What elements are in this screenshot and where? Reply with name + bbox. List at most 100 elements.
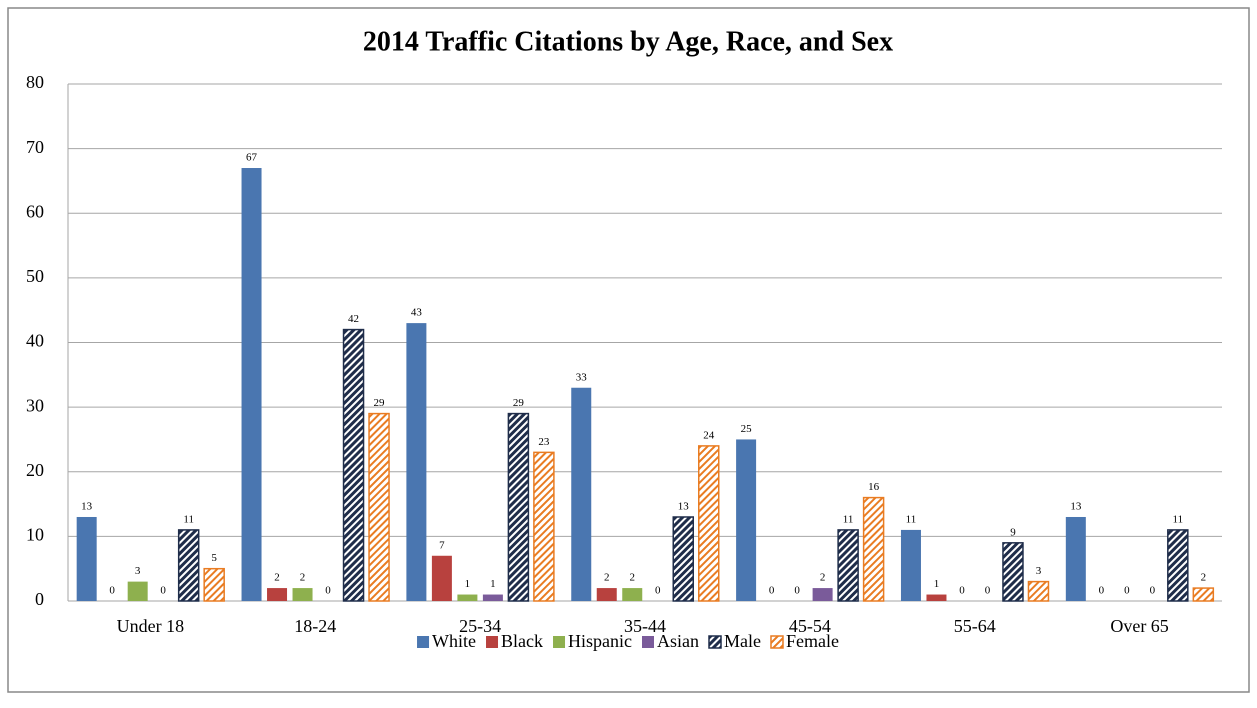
- legend: White Black Hispanic Asian Male Female: [417, 631, 839, 651]
- value-label: 13: [1070, 501, 1082, 513]
- legend-label: White: [432, 631, 476, 651]
- legend-swatch: [770, 635, 784, 649]
- legend-label: Female: [786, 631, 839, 651]
- bar: [812, 588, 833, 601]
- value-label: 16: [868, 481, 880, 493]
- legend-label: Asian: [657, 631, 699, 651]
- value-label: 1: [490, 578, 496, 590]
- bar: [482, 594, 503, 601]
- value-label: 0: [325, 585, 331, 597]
- x-tick-label: 18-24: [294, 616, 336, 636]
- y-tick-label: 20: [26, 460, 44, 480]
- value-label: 7: [439, 539, 445, 551]
- bar: [862, 496, 885, 602]
- bar: [177, 529, 200, 602]
- legend-item: White: [417, 631, 476, 651]
- value-label: 29: [513, 397, 525, 409]
- y-tick-label: 80: [26, 72, 44, 92]
- bar: [1192, 587, 1215, 602]
- y-tick-label: 10: [26, 525, 44, 545]
- x-tick-label: 45-54: [789, 616, 831, 636]
- value-label: 13: [678, 501, 690, 513]
- bar: [342, 328, 365, 602]
- x-tick-label: Over 65: [1110, 616, 1168, 636]
- legend-item: Male: [708, 631, 761, 651]
- value-label: 0: [109, 585, 115, 597]
- bar: [837, 529, 859, 602]
- legend-item: Black: [486, 631, 543, 651]
- bar: [406, 323, 427, 601]
- value-label: 2: [630, 572, 636, 584]
- bar: [1002, 542, 1024, 602]
- legend-swatch: [417, 636, 430, 648]
- y-tick-label: 0: [35, 589, 44, 609]
- bar: [1065, 516, 1086, 601]
- bar: [127, 581, 148, 601]
- x-tick-label: 25-34: [459, 616, 501, 636]
- value-label: 25: [741, 423, 753, 435]
- value-label: 3: [1036, 565, 1042, 577]
- value-label: 0: [959, 585, 965, 597]
- bar: [507, 412, 530, 602]
- legend-item: Female: [770, 631, 839, 651]
- bar: [267, 588, 288, 601]
- bar: [1167, 529, 1189, 602]
- bar: [926, 594, 947, 601]
- value-label: 23: [538, 436, 550, 448]
- x-tick-label: 35-44: [624, 616, 666, 636]
- bar: [622, 588, 643, 601]
- bar: [698, 445, 720, 602]
- value-label: 33: [576, 371, 588, 383]
- chart-title: 2014 Traffic Citations by Age, Race, and…: [363, 26, 893, 57]
- value-label: 43: [411, 307, 423, 319]
- bar: [368, 412, 390, 602]
- y-tick-label: 70: [26, 137, 44, 157]
- value-label: 13: [81, 501, 93, 513]
- value-label: 0: [769, 585, 775, 597]
- bar: [672, 516, 694, 602]
- bar: [900, 529, 921, 601]
- value-label: 2: [300, 572, 306, 584]
- value-label: 1: [934, 578, 940, 590]
- x-tick-label: 55-64: [954, 616, 996, 636]
- legend-swatch: [708, 635, 722, 649]
- value-label: 0: [1150, 585, 1156, 597]
- value-label: 11: [183, 513, 194, 525]
- legend-label: Black: [501, 631, 543, 651]
- value-label: 0: [655, 585, 661, 597]
- bar: [241, 168, 262, 601]
- legend-item: Asian: [642, 631, 699, 651]
- value-label: 0: [1124, 585, 1130, 597]
- value-label: 29: [374, 397, 386, 409]
- value-label: 11: [843, 513, 854, 525]
- y-tick-label: 30: [26, 395, 44, 415]
- value-label: 2: [820, 572, 826, 584]
- value-label: 9: [1010, 526, 1016, 538]
- bar: [431, 555, 452, 601]
- value-label: 1: [465, 578, 471, 590]
- bar: [457, 594, 478, 601]
- value-label: 0: [1099, 585, 1105, 597]
- value-label: 67: [246, 152, 258, 164]
- legend-label: Hispanic: [568, 631, 632, 651]
- bar: [1027, 580, 1050, 602]
- bar: [736, 439, 757, 601]
- value-label: 3: [135, 565, 141, 577]
- bar: [203, 567, 225, 602]
- bar: [292, 588, 313, 601]
- value-label: 2: [274, 572, 280, 584]
- value-label: 24: [703, 429, 715, 441]
- value-label: 11: [1173, 513, 1184, 525]
- legend-label: Male: [724, 631, 761, 651]
- value-label: 5: [211, 552, 217, 564]
- x-tick-label: Under 18: [117, 616, 184, 636]
- value-label: 0: [160, 585, 166, 597]
- value-label: 42: [348, 313, 359, 325]
- value-label: 11: [906, 513, 917, 525]
- bar: [533, 451, 555, 602]
- legend-swatch: [486, 636, 499, 648]
- bar: [571, 387, 592, 601]
- y-tick-label: 50: [26, 266, 44, 286]
- value-label: 0: [985, 585, 991, 597]
